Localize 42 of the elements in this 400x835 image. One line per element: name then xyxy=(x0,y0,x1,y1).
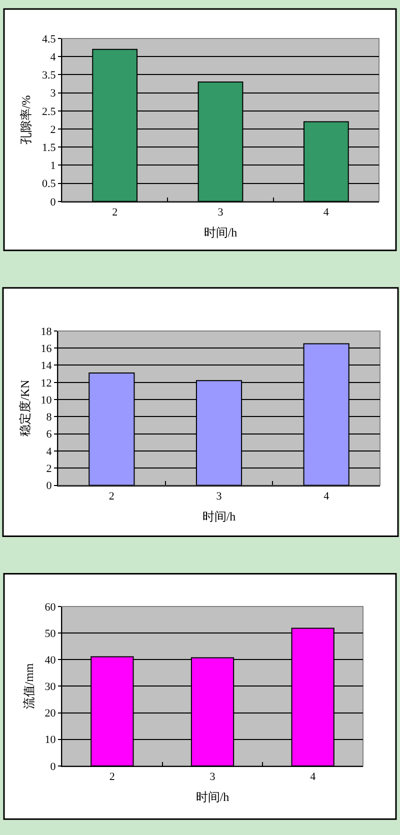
y-tick-label: 14 xyxy=(40,360,52,372)
y-tick-label: 0 xyxy=(50,760,56,773)
y-tick-label: 2.5 xyxy=(42,106,56,118)
y-axis-title: 稳定度/KN xyxy=(18,379,32,436)
y-tick-label: 3 xyxy=(50,88,56,100)
y-tick-label: 20 xyxy=(44,708,56,720)
x-tick-label: 4 xyxy=(310,771,316,784)
y-tick-label: 3.5 xyxy=(42,70,56,82)
y-tick-label: 10 xyxy=(40,394,52,406)
y-tick-label: 10 xyxy=(44,734,56,746)
y-tick-label: 0.5 xyxy=(42,178,56,190)
x-tick-label: 2 xyxy=(108,490,114,503)
y-tick-label: 4 xyxy=(50,51,56,64)
x-tick-label: 4 xyxy=(323,206,330,219)
y-tick-label: 1.5 xyxy=(42,142,56,154)
y-tick-label: 50 xyxy=(44,628,56,640)
y-tick-label: 4 xyxy=(46,446,52,458)
x-tick-label: 2 xyxy=(112,206,118,219)
x-tick-label: 3 xyxy=(218,206,224,219)
x-tick-label: 2 xyxy=(109,771,115,784)
y-tick-label: 8 xyxy=(46,412,52,424)
y-tick-label: 2 xyxy=(46,462,52,475)
y-tick-label: 40 xyxy=(44,654,56,667)
x-tick-label: 3 xyxy=(210,771,216,784)
y-tick-label: 16 xyxy=(40,342,52,355)
y-tick-label: 0 xyxy=(46,480,52,492)
y-axis-title: 流值/mm xyxy=(22,662,36,710)
y-tick-label: 60 xyxy=(44,601,56,614)
y-tick-label: 12 xyxy=(40,377,52,390)
x-axis-title: 时间/h xyxy=(202,509,236,524)
y-tick-label: 0 xyxy=(50,196,56,208)
x-tick-label: 3 xyxy=(216,490,222,503)
y-tick-label: 4.5 xyxy=(42,33,56,46)
x-axis-title: 时间/h xyxy=(196,790,230,804)
y-tick-label: 6 xyxy=(46,428,52,441)
x-axis-title: 时间/h xyxy=(204,226,238,240)
y-tick-label: 18 xyxy=(40,326,52,338)
y-tick-label: 1 xyxy=(50,160,56,172)
y-tick-label: 30 xyxy=(44,681,56,694)
y-axis-title: 孔隙率/% xyxy=(19,95,34,145)
y-tick-label: 2 xyxy=(50,124,56,136)
x-tick-label: 4 xyxy=(324,490,330,503)
